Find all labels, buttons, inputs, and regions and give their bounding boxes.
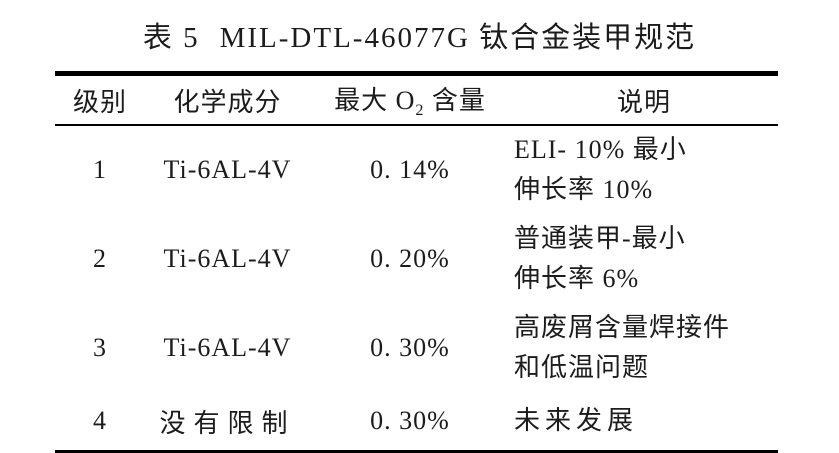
table-caption-label: 表 5 bbox=[142, 22, 200, 54]
table-row: 2 Ti-6AL-4V 0. 20% 普通装甲-最小 伸长率 6% bbox=[55, 214, 778, 304]
table-caption: 表 5 MIL-DTL-46077G 钛合金装甲规范 bbox=[0, 0, 839, 56]
table-row: 3 Ti-6AL-4V 0. 30% 高废屑含量焊接件 和低温问题 bbox=[55, 304, 778, 392]
header-max-o2-post: 含量 bbox=[424, 85, 486, 115]
o2-subscript: 2 bbox=[415, 102, 425, 120]
grade-cell: 4 bbox=[93, 406, 107, 435]
description-line: 伸长率 6% bbox=[514, 264, 640, 293]
grade-cell: 2 bbox=[93, 244, 107, 273]
table-body: 1 Ti-6AL-4V 0. 14% ELI- 10% 最小 伸长率 10% 2… bbox=[55, 125, 778, 450]
grade-cell: 1 bbox=[93, 155, 107, 184]
header-row: 级别 化学成分 最大 O2 含量 说明 bbox=[55, 76, 778, 126]
description-line: ELI- 10% 最小 bbox=[514, 135, 687, 164]
spec-table-frame: 级别 化学成分 最大 O2 含量 说明 1 Ti-6AL-4V 0. 14% E… bbox=[55, 71, 778, 453]
max-o2-cell: 0. 30% bbox=[370, 406, 450, 435]
max-o2-cell: 0. 14% bbox=[370, 155, 450, 184]
max-o2-cell: 0. 20% bbox=[370, 244, 450, 273]
table-header: 级别 化学成分 最大 O2 含量 说明 bbox=[55, 76, 778, 126]
table-row: 4 没有限制 0. 30% 未来发展 bbox=[55, 392, 778, 450]
table-row: 1 Ti-6AL-4V 0. 14% ELI- 10% 最小 伸长率 10% bbox=[55, 125, 778, 214]
header-description: 说明 bbox=[510, 76, 778, 126]
spec-table: 级别 化学成分 最大 O2 含量 说明 1 Ti-6AL-4V 0. 14% E… bbox=[55, 76, 778, 450]
description-line: 普通装甲-最小 bbox=[514, 224, 686, 253]
description-cell: ELI- 10% 最小 伸长率 10% bbox=[510, 125, 778, 214]
composition-cell: Ti-6AL-4V bbox=[163, 244, 292, 273]
header-max-o2: 最大 O2 含量 bbox=[310, 76, 510, 126]
header-composition: 化学成分 bbox=[145, 76, 310, 126]
composition-cell: Ti-6AL-4V bbox=[163, 333, 292, 362]
grade-cell: 3 bbox=[93, 333, 107, 362]
header-grade: 级别 bbox=[55, 76, 145, 126]
description-line: 伸长率 10% bbox=[514, 175, 654, 204]
header-max-o2-pre: 最大 O bbox=[334, 85, 416, 115]
description-line: 高废屑含量焊接件 bbox=[514, 313, 731, 342]
description-line: 未来发展 bbox=[514, 406, 639, 435]
composition-cell: 没有限制 bbox=[159, 408, 296, 438]
description-cell: 普通装甲-最小 伸长率 6% bbox=[510, 214, 778, 304]
description-cell: 高废屑含量焊接件 和低温问题 bbox=[510, 304, 778, 392]
table-caption-title: MIL-DTL-46077G 钛合金装甲规范 bbox=[219, 22, 697, 54]
composition-cell: Ti-6AL-4V bbox=[163, 155, 292, 184]
description-line: 和低温问题 bbox=[514, 353, 650, 382]
description-cell: 未来发展 bbox=[510, 392, 778, 450]
max-o2-cell: 0. 30% bbox=[370, 333, 450, 362]
